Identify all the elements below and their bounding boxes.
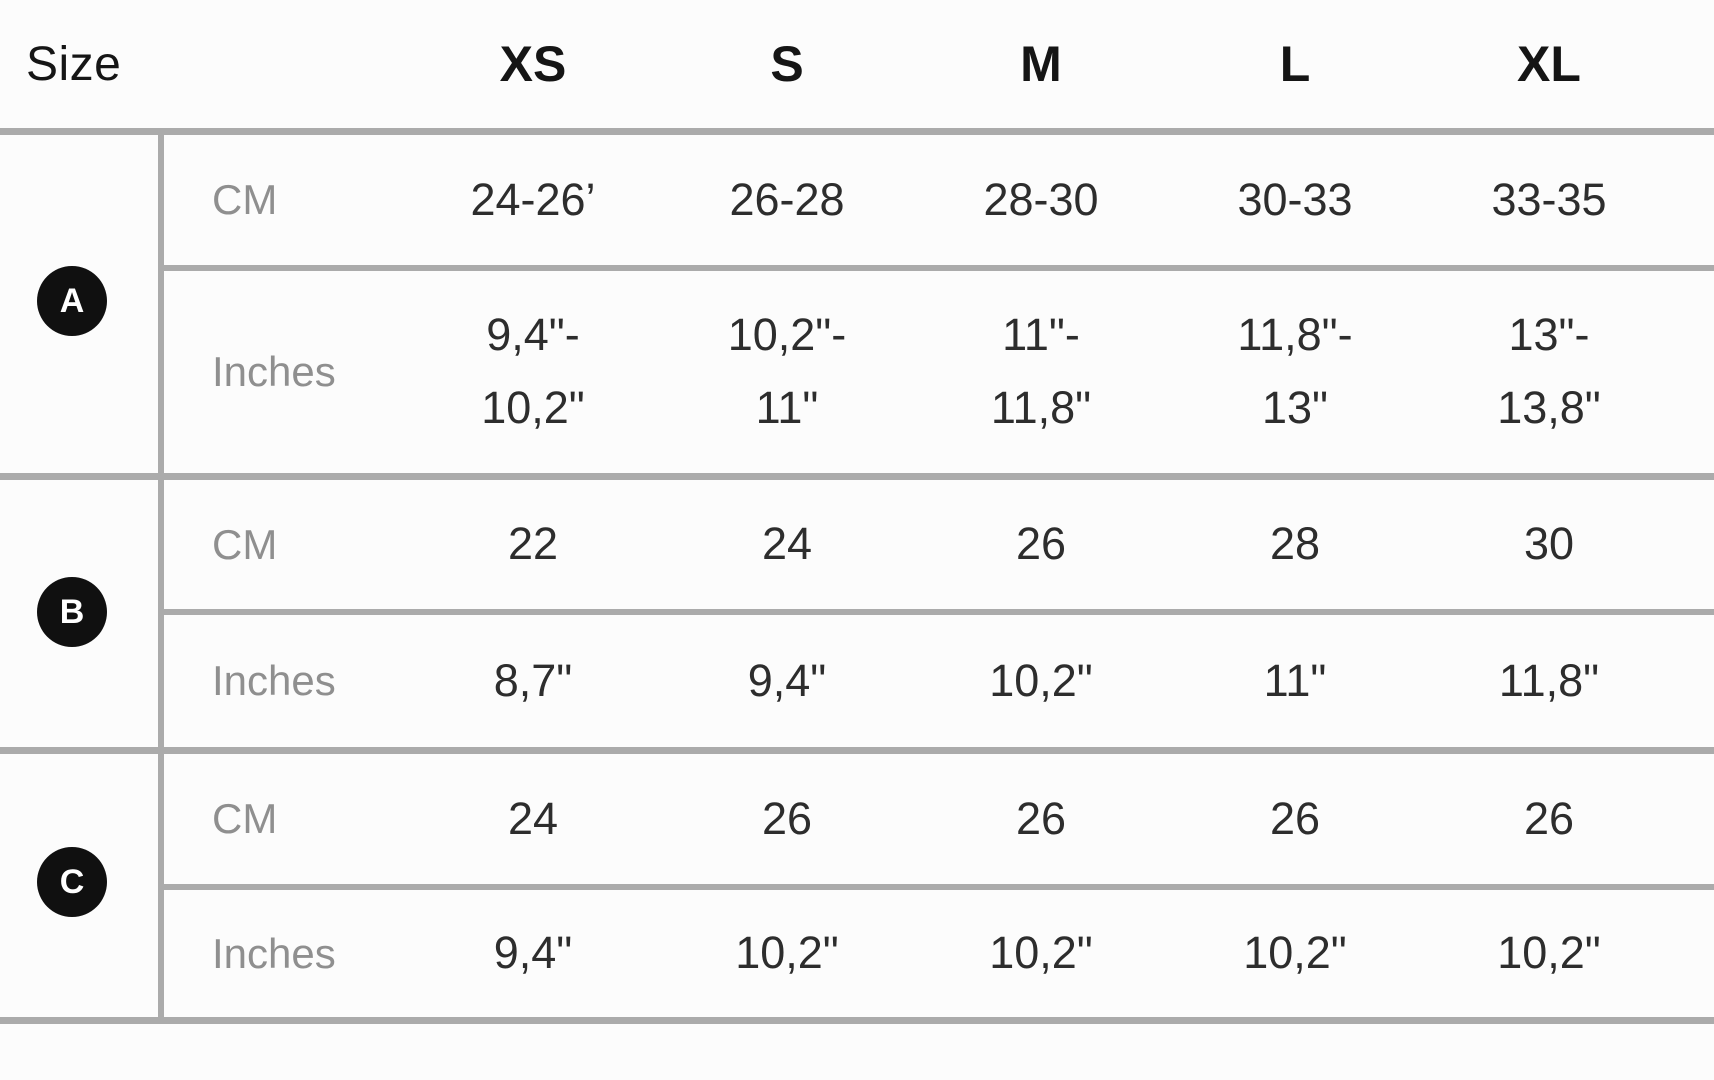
cell-a-inches-s: 10,2"- 11"	[727, 309, 847, 433]
table-row-b-inches: Inches 8,7" 9,4" 10,2" 11" 11,8"	[0, 615, 1714, 747]
header-row: Size XS S M L XL	[0, 0, 1714, 128]
cell-b-cm-xl: 30	[1523, 518, 1575, 570]
measurement-badge-b: B	[37, 577, 107, 647]
unit-label-inches: Inches	[212, 657, 336, 704]
column-header-xs: XS	[499, 36, 567, 92]
cell-b-inches-l: 11"	[1263, 654, 1327, 706]
column-header-l: L	[1279, 36, 1311, 92]
table-row-c-inches: Inches 9,4" 10,2" 10,2" 10,2" 10,2"	[0, 890, 1714, 1017]
cell-a-inches-xl: 13"- 13,8"	[1497, 309, 1601, 433]
cell-c-inches-l: 10,2"	[1243, 927, 1347, 979]
cell-a-cm-m: 28-30	[983, 173, 1099, 225]
divider-b-cm-inches	[158, 609, 1714, 615]
cell-c-inches-xl: 10,2"	[1497, 927, 1601, 979]
cell-b-cm-xs: 22	[507, 518, 559, 570]
cell-c-cm-l: 26	[1269, 792, 1321, 844]
divider-badge-column	[158, 128, 164, 1024]
column-header-m: M	[1020, 36, 1062, 92]
cell-a-inches-l: 11,8"- 13"	[1237, 309, 1353, 433]
divider-header-bottom	[0, 128, 1714, 135]
unit-label-cm: CM	[212, 795, 278, 842]
cell-c-cm-xs: 24	[507, 792, 559, 844]
cell-a-cm-xl: 33-35	[1491, 173, 1607, 225]
column-header-xl: XL	[1517, 36, 1581, 92]
cell-b-inches-xs: 8,7"	[493, 654, 573, 706]
unit-label-inches: Inches	[212, 929, 336, 977]
cell-b-inches-xl: 11,8"	[1498, 654, 1600, 706]
table-row-a-cm: CM 24-26’ 26-28 28-30 30-33 33-35	[0, 135, 1714, 265]
cell-b-cm-s: 24	[761, 518, 813, 570]
divider-group-b-c	[0, 747, 1714, 754]
cell-b-cm-l: 28	[1269, 518, 1321, 570]
measurement-badge-c: C	[37, 847, 107, 917]
divider-c-cm-inches	[158, 884, 1714, 890]
unit-label-cm: CM	[212, 520, 278, 568]
cell-b-inches-m: 10,2"	[989, 654, 1093, 706]
cell-c-cm-xl: 26	[1523, 792, 1575, 844]
cell-c-cm-s: 26	[761, 792, 813, 844]
cell-a-cm-xs: 24-26’	[470, 173, 596, 225]
cell-a-cm-l: 30-33	[1237, 173, 1353, 225]
unit-label-inches: Inches	[212, 348, 336, 395]
cell-a-cm-s: 26-28	[729, 173, 845, 225]
size-column-title: Size	[26, 37, 122, 91]
cell-c-inches-xs: 9,4"	[493, 927, 573, 979]
cell-b-inches-s: 9,4"	[747, 654, 827, 706]
cell-a-inches-xs: 9,4"- 10,2"	[481, 309, 585, 433]
cell-b-cm-m: 26	[1015, 518, 1067, 570]
divider-a-cm-inches	[158, 265, 1714, 271]
table-row-a-inches: Inches 9,4"- 10,2" 10,2"- 11" 11"- 11,8"…	[0, 271, 1714, 473]
table-row-b-cm: CM 22 24 26 28 30	[0, 480, 1714, 609]
cell-a-inches-m: 11"- 11,8"	[990, 309, 1092, 433]
measurement-badge-a: A	[37, 266, 107, 336]
column-header-s: S	[770, 36, 804, 92]
cell-c-cm-m: 26	[1015, 792, 1067, 844]
divider-group-a-b	[0, 473, 1714, 480]
table-row-c-cm: CM 24 26 26 26 26	[0, 754, 1714, 884]
cell-c-inches-s: 10,2"	[735, 927, 839, 979]
divider-table-bottom	[0, 1017, 1714, 1024]
unit-label-cm: CM	[212, 176, 278, 223]
cell-c-inches-m: 10,2"	[989, 927, 1093, 979]
